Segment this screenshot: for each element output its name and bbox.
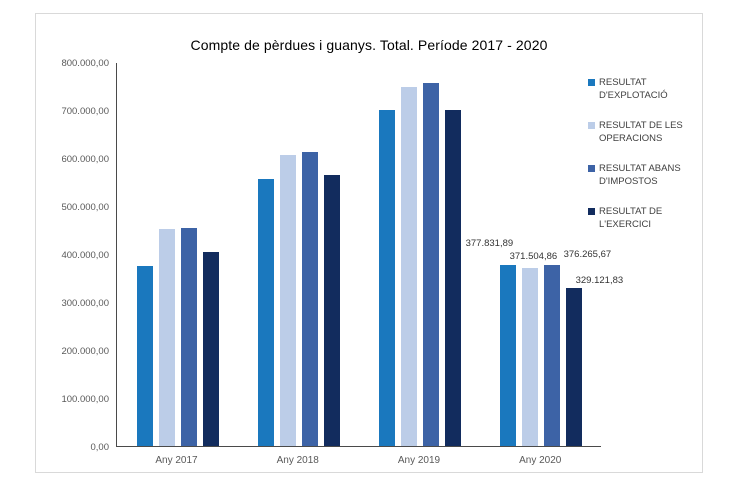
bar-any-2017-series-3 [202,252,219,446]
legend-swatch-icon [588,165,595,172]
data-label-series-3: 329.121,83 [575,275,624,287]
plot-area: 377.831,89 371.504,86 376.265,67 329.121,83 [116,63,623,447]
legend-label: RESULTAT DE L'EXERCICI [599,206,663,230]
bar-any-2020-series-3 [566,288,583,446]
chart-frame: Compte de pèrdues i guanys. Total. Perío… [35,13,703,473]
y-tick-label-8: 0,00 [90,442,110,453]
bar-any-2020-series-1 [522,267,539,446]
bar-any-2018-series-2 [301,152,318,446]
bar-any-2017-series-0 [136,266,153,446]
legend-swatch-icon [588,79,595,86]
legend-item-series-1: RESULTAT DE LES OPERACIONS [588,119,703,145]
data-label-series-1: 371.504,86 [509,250,558,262]
x-category-label-any-2019: Any 2019 [397,455,441,466]
legend-label: RESULTAT D'EXPLOTACIÓ [599,77,668,101]
legend-item-series-3: RESULTAT DE L'EXERCICI [588,205,703,231]
legend-label: RESULTAT ABANS D'IMPOSTOS [599,163,681,187]
x-category-label-any-2020: Any 2020 [519,455,562,466]
y-tick-label-3: 500.000,00 [61,202,109,213]
y-tick-label-1: 700.000,00 [61,106,109,117]
data-label-series-0: 377.831,89 [465,237,514,249]
bar-any-2017-series-2 [180,227,197,446]
y-tick-label-6: 200.000,00 [61,346,109,357]
legend-swatch-icon [588,208,595,215]
bar-any-2020-series-2 [544,265,561,446]
legend-item-series-2: RESULTAT ABANS D'IMPOSTOS [588,162,703,188]
bar-any-2018-series-3 [323,175,340,446]
data-label-series-2: 376.265,67 [563,249,612,261]
bar-any-2019-series-2 [423,83,440,446]
y-tick-label-5: 300.000,00 [61,298,109,309]
chart-title: Compte de pèrdues i guanys. Total. Perío… [190,37,548,53]
bar-any-2019-series-0 [379,109,396,446]
bar-any-2017-series-1 [158,228,175,446]
bar-any-2019-series-3 [445,110,462,446]
bar-any-2018-series-1 [279,154,296,446]
x-category-label-any-2017: Any 2017 [155,455,198,466]
legend-swatch-icon [588,122,595,129]
legend-item-series-0: RESULTAT D'EXPLOTACIÓ [588,76,703,102]
y-tick-label-7: 100.000,00 [61,394,109,405]
bar-any-2018-series-0 [257,179,274,446]
legend-label: RESULTAT DE LES OPERACIONS [599,120,683,144]
bar-any-2020-series-0 [500,264,517,446]
x-category-label-any-2018: Any 2018 [276,455,319,466]
y-tick-label-2: 600.000,00 [61,154,109,165]
bar-any-2019-series-1 [401,86,418,446]
y-tick-label-4: 400.000,00 [61,250,109,261]
y-tick-label-0: 800.000,00 [61,58,109,69]
